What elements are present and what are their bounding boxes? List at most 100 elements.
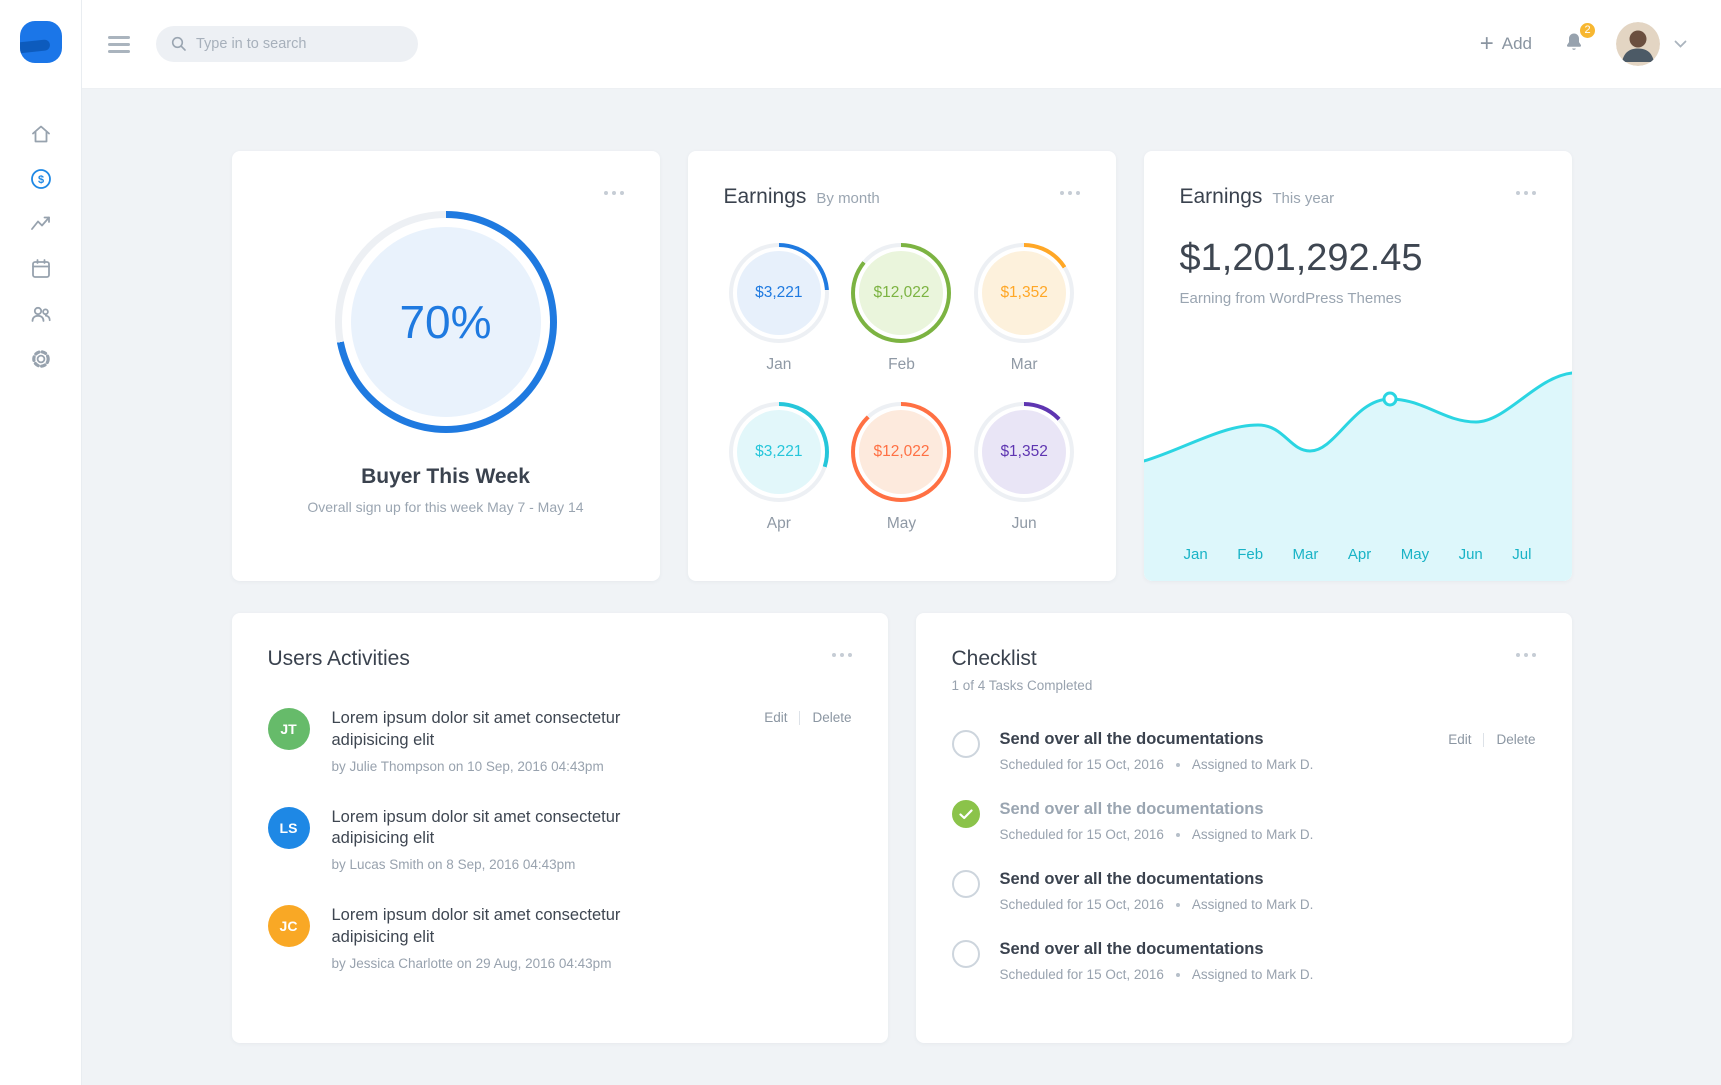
card-subtitle: Overall sign up for this week May 7 - Ma… bbox=[307, 499, 584, 515]
menu-toggle-button[interactable] bbox=[108, 35, 130, 53]
earnings-this-year-card: Earnings This year $1,201,292.45 Earning… bbox=[1143, 151, 1572, 581]
task-checkbox[interactable] bbox=[951, 870, 980, 898]
month-label: Feb bbox=[888, 356, 915, 373]
dollar-circle-icon: $ bbox=[30, 169, 51, 189]
task-checkbox[interactable] bbox=[951, 730, 980, 758]
dots-icon bbox=[1059, 191, 1064, 195]
card-menu-button[interactable] bbox=[600, 187, 628, 199]
earning-month-item: $12,022 May bbox=[851, 402, 952, 533]
plus-icon: + bbox=[1479, 30, 1494, 57]
month-earning-value: $12,022 bbox=[873, 284, 930, 301]
card-title: Users Activities bbox=[267, 647, 410, 670]
month-donut: $3,221 bbox=[728, 243, 829, 343]
earning-month-item: $3,221 Apr bbox=[728, 402, 829, 533]
axis-month: Apr bbox=[1347, 546, 1372, 563]
dots-icon bbox=[831, 653, 836, 657]
sidebar-item-home[interactable] bbox=[28, 121, 54, 147]
earnings-caption: Earning from WordPress Themes bbox=[1179, 290, 1402, 307]
avatar-photo bbox=[1616, 22, 1660, 66]
bullet-icon bbox=[1175, 902, 1180, 907]
month-earning-value: $12,022 bbox=[873, 443, 930, 460]
notifications-button[interactable]: 2 bbox=[1560, 20, 1597, 60]
task-checkbox[interactable] bbox=[951, 940, 980, 968]
task-title: Send over all the documentations bbox=[999, 800, 1264, 818]
earning-month-item: $12,022 Feb bbox=[851, 243, 952, 374]
task-assigned: Assigned to Mark D. bbox=[1191, 897, 1314, 912]
earnings-by-month-card: Earnings By month $3,221 Jan $12,0 bbox=[687, 151, 1116, 581]
sidebar-item-calendar[interactable] bbox=[28, 256, 54, 282]
card-menu-button[interactable] bbox=[1056, 187, 1084, 199]
activity-text: Lorem ipsum dolor sit amet consectetur a… bbox=[331, 807, 621, 848]
checklist-card: Checklist 1 of 4 Tasks Completed Send bbox=[915, 613, 1572, 1043]
task-assigned: Assigned to Mark D. bbox=[1191, 967, 1314, 982]
month-donut: $1,352 bbox=[974, 402, 1075, 502]
sidebar-item-earnings[interactable]: $ bbox=[28, 166, 54, 192]
bullet-icon bbox=[1175, 972, 1180, 977]
month-donut: $12,022 bbox=[851, 402, 952, 502]
users-activities-card: Users Activities JT Lorem ipsum dolor si… bbox=[231, 613, 888, 1043]
edit-button[interactable]: Edit bbox=[764, 710, 788, 725]
task-scheduled: Scheduled for 15 Oct, 2016 bbox=[999, 967, 1164, 982]
user-avatar[interactable] bbox=[1616, 22, 1660, 66]
chart-line bbox=[1143, 371, 1572, 463]
axis-month: Jul bbox=[1512, 546, 1532, 563]
month-donut: $3,221 bbox=[728, 402, 829, 502]
calendar-icon bbox=[31, 259, 50, 278]
card-title: Checklist bbox=[951, 647, 1037, 670]
search-input[interactable] bbox=[156, 26, 418, 62]
task-scheduled: Scheduled for 15 Oct, 2016 bbox=[999, 897, 1164, 912]
avatar: LS bbox=[267, 806, 310, 849]
earnings-chart: Jan Feb Mar Apr May Jun Jul bbox=[1143, 369, 1572, 581]
buyer-percent: 70% bbox=[399, 296, 492, 348]
divider bbox=[799, 710, 801, 725]
month-donut-grid: $3,221 Jan $12,022 Feb $1, bbox=[688, 243, 1116, 533]
bullet-icon bbox=[1175, 762, 1180, 767]
task-title: Send over all the documentations bbox=[999, 730, 1264, 748]
card-subtitle: This year bbox=[1272, 190, 1335, 207]
search bbox=[156, 26, 418, 62]
month-earning-value: $1,352 bbox=[1000, 443, 1048, 460]
activity-item: JC Lorem ipsum dolor sit amet consectetu… bbox=[267, 892, 852, 991]
task-assigned: Assigned to Mark D. bbox=[1191, 757, 1314, 772]
axis-month: Feb bbox=[1237, 546, 1264, 563]
avatar: JC bbox=[267, 905, 310, 948]
earning-month-item: $3,221 Jan bbox=[728, 243, 829, 374]
buyer-progress-donut: 70% bbox=[334, 211, 557, 433]
gear-icon bbox=[31, 350, 50, 368]
card-menu-button[interactable] bbox=[1512, 187, 1540, 199]
card-menu-button[interactable] bbox=[828, 649, 856, 661]
card-title: Earnings bbox=[1179, 185, 1263, 208]
earning-month-item: $1,352 Mar bbox=[974, 243, 1075, 374]
activity-meta: by Julie Thompson on 10 Sep, 2016 04:43p… bbox=[331, 758, 604, 774]
row-actions: Edit Delete bbox=[1448, 730, 1535, 747]
month-label: May bbox=[886, 515, 917, 532]
task-title: Send over all the documentations bbox=[999, 870, 1264, 888]
hamburger-icon bbox=[108, 35, 130, 39]
add-button[interactable]: + Add bbox=[1480, 32, 1532, 56]
axis-month: Jun bbox=[1458, 546, 1483, 563]
dots-icon bbox=[603, 191, 608, 195]
account-menu-button[interactable] bbox=[1670, 33, 1691, 56]
card-subtitle: By month bbox=[816, 190, 880, 207]
activity-meta: by Lucas Smith on 8 Sep, 2016 04:43pm bbox=[331, 857, 576, 873]
search-icon bbox=[171, 36, 186, 51]
sidebar-item-users[interactable] bbox=[28, 301, 54, 327]
app-logo bbox=[19, 21, 62, 63]
add-button-label: Add bbox=[1501, 34, 1532, 53]
month-earning-value: $1,352 bbox=[1000, 284, 1048, 301]
card-menu-button[interactable] bbox=[1512, 649, 1540, 661]
sidebar-item-analytics[interactable] bbox=[28, 211, 54, 237]
task-checkbox[interactable] bbox=[951, 800, 980, 828]
edit-button[interactable]: Edit bbox=[1448, 732, 1472, 747]
task-item: Send over all the documentations Schedul… bbox=[951, 929, 1536, 999]
activities-list: JT Lorem ipsum dolor sit amet consectetu… bbox=[232, 695, 888, 991]
delete-button[interactable]: Delete bbox=[812, 710, 852, 725]
trend-line-icon bbox=[30, 216, 50, 230]
month-label: Apr bbox=[766, 515, 791, 532]
sidebar-item-settings[interactable] bbox=[28, 346, 54, 372]
activity-text: Lorem ipsum dolor sit amet consectetur a… bbox=[331, 906, 621, 946]
delete-button[interactable]: Delete bbox=[1496, 732, 1536, 747]
card-title: Earnings bbox=[723, 185, 807, 208]
task-assigned: Assigned to Mark D. bbox=[1191, 827, 1314, 842]
users-icon bbox=[31, 306, 51, 322]
